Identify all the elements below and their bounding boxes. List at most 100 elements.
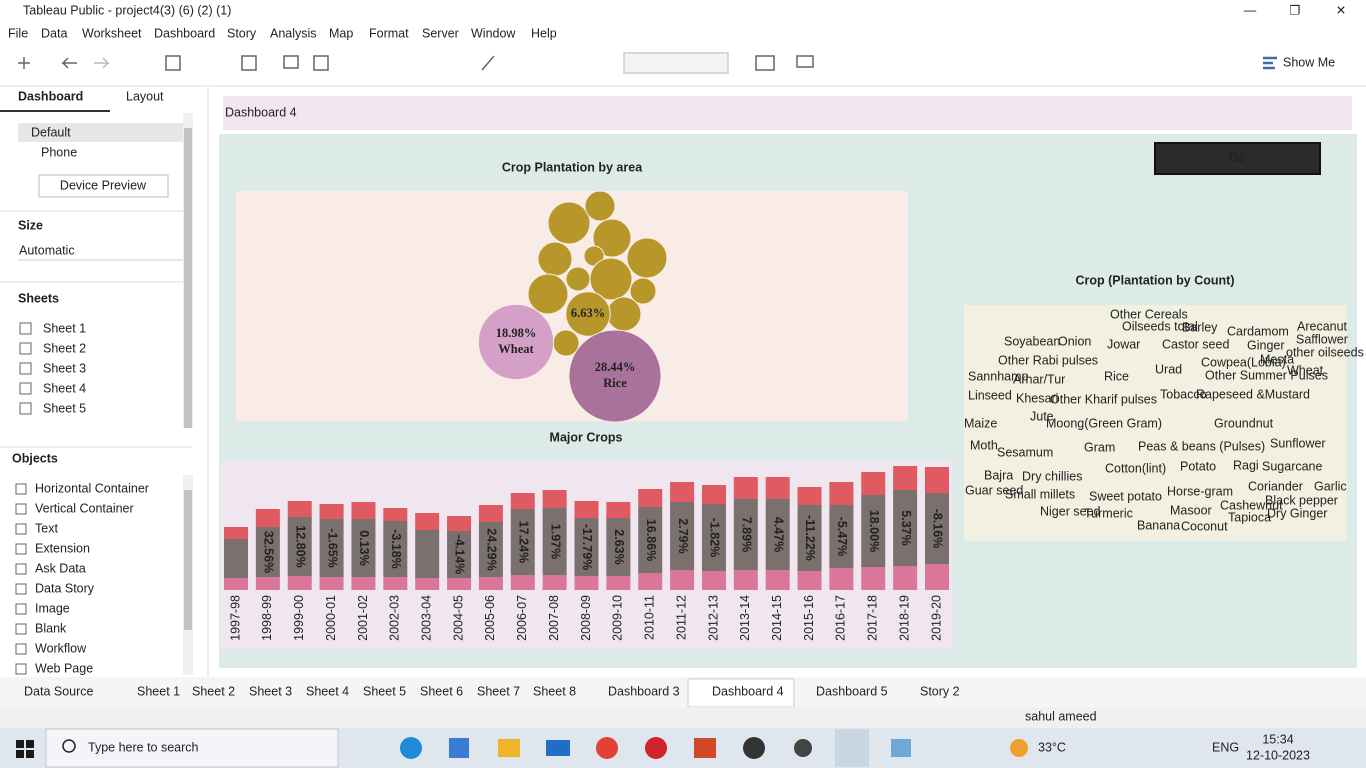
menu-item[interactable]: Story	[227, 26, 257, 40]
store-icon[interactable]	[449, 738, 469, 758]
x-tick-label: 2013-14	[738, 595, 752, 641]
bar-segment	[224, 578, 248, 590]
presentation-icon[interactable]	[796, 55, 814, 68]
menu-item[interactable]: Help	[531, 26, 557, 40]
device-option[interactable]: Phone	[41, 145, 77, 159]
bar-label: -1.65%	[325, 528, 339, 568]
opera-icon[interactable]	[645, 737, 667, 759]
sheet-tab[interactable]: Dashboard 5	[816, 684, 888, 698]
redo-icon[interactable]	[94, 57, 110, 69]
sheet-tab[interactable]: Sheet 2	[192, 684, 235, 698]
app-icon[interactable]	[891, 739, 911, 757]
edge-icon[interactable]	[400, 737, 422, 759]
object-item[interactable]: Workflow	[35, 641, 87, 655]
show-me-icon[interactable]	[1263, 56, 1277, 70]
active-tab[interactable]	[687, 678, 795, 708]
search-placeholder[interactable]: Type here to search	[88, 740, 199, 754]
menu-item[interactable]: Data	[41, 26, 67, 40]
sheet-tab[interactable]: Data Source	[24, 684, 94, 698]
object-item[interactable]: Horizontal Container	[35, 481, 149, 495]
cloud-word: Cowpea(Lobia)	[1201, 355, 1286, 369]
tableau-active[interactable]	[835, 729, 869, 767]
menu-item[interactable]: File	[8, 26, 28, 40]
menu-item[interactable]: Server	[422, 26, 459, 40]
object-icon	[15, 483, 27, 495]
sheet-tab[interactable]: Dashboard 3	[608, 684, 680, 698]
bubble	[629, 277, 657, 305]
menu-item[interactable]: Dashboard	[154, 26, 215, 40]
bar-segment	[638, 507, 663, 573]
device-preview-label[interactable]: Device Preview	[60, 178, 147, 192]
object-item[interactable]: Ask Data	[35, 561, 86, 575]
sheet-item[interactable]: Sheet 2	[43, 341, 86, 355]
bar-label: -4.14%	[453, 535, 467, 575]
menu-item[interactable]: Format	[369, 26, 409, 40]
window-control[interactable]: ✕	[1336, 3, 1346, 17]
bar-segment	[797, 571, 822, 590]
device-option[interactable]: Default	[31, 125, 71, 139]
object-item[interactable]: Web Page	[35, 661, 93, 675]
object-item[interactable]: Extension	[35, 541, 90, 555]
panel-tab[interactable]: Layout	[126, 89, 164, 103]
mail-icon[interactable]	[546, 740, 570, 756]
explorer-icon[interactable]	[498, 739, 520, 757]
sheet-tab[interactable]: Sheet 4	[306, 684, 349, 698]
d2-button[interactable]	[1154, 142, 1321, 175]
object-item[interactable]: Vertical Container	[35, 501, 134, 515]
sheet-item[interactable]: Sheet 4	[43, 381, 86, 395]
device-preview-button[interactable]	[38, 174, 169, 198]
sheet-tab[interactable]: Dashboard 4	[712, 684, 784, 698]
sheet-item[interactable]: Sheet 5	[43, 401, 86, 415]
start-button[interactable]	[16, 740, 34, 758]
user-name[interactable]: sahul ameed	[1025, 709, 1097, 723]
sheet-item[interactable]: Sheet 3	[43, 361, 86, 375]
window-control[interactable]: ❐	[1289, 3, 1300, 17]
cloud-word: Castor seed	[1162, 337, 1229, 351]
settings-icon[interactable]	[794, 739, 812, 757]
panel-tab[interactable]: Dashboard	[18, 89, 83, 103]
cloud-word: Peas & beans (Pulses)	[1138, 439, 1265, 453]
highlight-icon[interactable]	[481, 55, 495, 71]
sheet-item[interactable]: Sheet 1	[43, 321, 86, 335]
sheet-tab[interactable]: Sheet 6	[420, 684, 463, 698]
sheet-tab[interactable]: Sheet 3	[249, 684, 292, 698]
new-sheet-icon[interactable]	[241, 55, 257, 71]
search-box[interactable]	[45, 728, 339, 768]
object-item[interactable]: Data Story	[35, 581, 95, 595]
object-item[interactable]: Blank	[35, 621, 67, 635]
object-icon	[15, 603, 27, 615]
bar-segment	[255, 577, 280, 590]
sheet-tab[interactable]: Sheet 5	[363, 684, 406, 698]
window-control[interactable]: —	[1244, 3, 1257, 17]
cloud-word: Cashewnut	[1220, 498, 1283, 512]
object-item[interactable]: Text	[35, 521, 58, 535]
duplicate-icon[interactable]	[283, 55, 299, 69]
fit-dropdown[interactable]	[623, 52, 729, 74]
size-dropdown[interactable]: Automatic	[19, 243, 75, 257]
bar-label: -17.79%	[580, 524, 594, 571]
device-selected[interactable]	[18, 123, 190, 142]
x-tick-label: 1998-99	[260, 595, 274, 641]
sheet-tab[interactable]: Sheet 1	[137, 684, 180, 698]
object-item[interactable]: Image	[35, 601, 70, 615]
cloud-word: Ginger	[1247, 338, 1285, 352]
sheet-tab[interactable]: Story 2	[920, 684, 960, 698]
sheet-tab[interactable]: Sheet 8	[533, 684, 576, 698]
bar-segment	[447, 531, 472, 578]
sheet-tab[interactable]: Sheet 7	[477, 684, 520, 698]
cards-icon[interactable]	[755, 55, 775, 71]
clear-icon[interactable]	[313, 55, 329, 71]
menu-item[interactable]: Worksheet	[82, 26, 142, 40]
media-icon[interactable]	[743, 737, 765, 759]
menu-item[interactable]: Window	[471, 26, 516, 40]
menu-item[interactable]: Analysis	[270, 26, 317, 40]
undo-icon[interactable]	[61, 57, 77, 69]
menu-item[interactable]: Map	[329, 26, 353, 40]
d2-label[interactable]: D2	[1229, 150, 1245, 164]
show-me-button[interactable]: Show Me	[1283, 55, 1335, 69]
scroll-thumb[interactable]	[184, 128, 192, 428]
chrome-icon[interactable]	[596, 737, 618, 759]
powerpoint-icon[interactable]	[694, 738, 716, 758]
save-icon[interactable]	[165, 55, 181, 71]
scroll-thumb[interactable]	[184, 490, 192, 630]
